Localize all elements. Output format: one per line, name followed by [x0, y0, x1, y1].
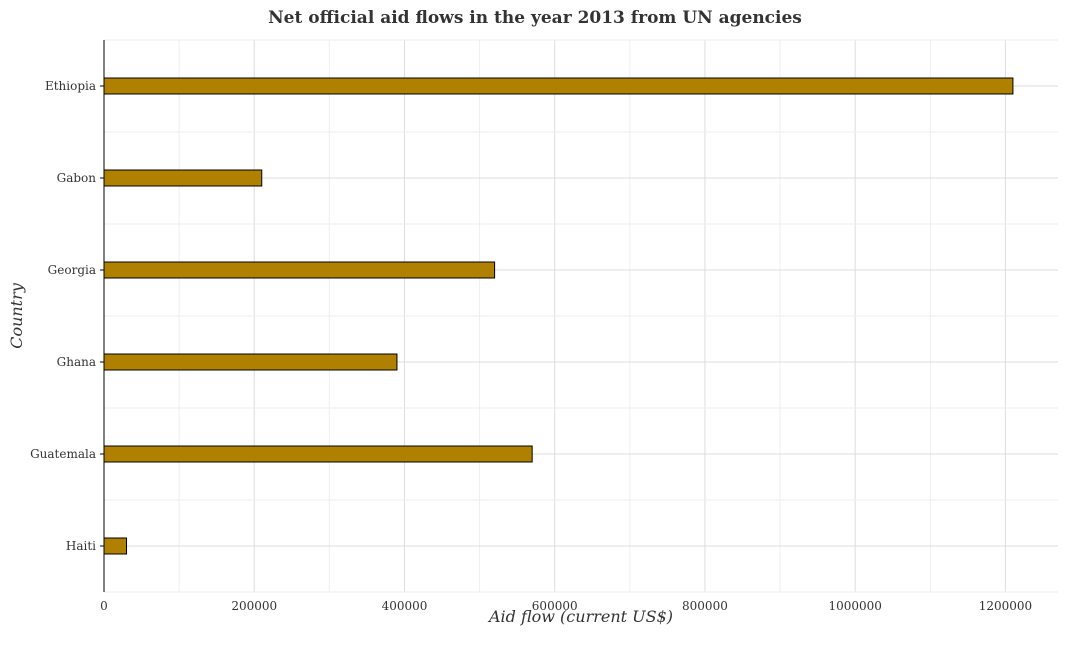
x-tick-label: 200000 [231, 599, 277, 613]
bar-haiti [103, 537, 128, 555]
x-axis-label: Aid flow (current US$) [487, 607, 673, 626]
chart-title: Net official aid flows in the year 2013 … [268, 8, 802, 28]
bars [103, 77, 1014, 555]
y-tick-label: Ethiopia [45, 79, 96, 93]
bar-gabon [103, 169, 263, 187]
x-tick-label: 600000 [532, 599, 578, 613]
y-axis-label: Country [7, 282, 26, 349]
x-tick-label: 1000000 [828, 599, 881, 613]
bar-ghana [103, 353, 398, 371]
x-tick-label: 800000 [682, 599, 728, 613]
y-tick-labels: Ethiopia Gabon Georgia Ghana Guatemala Haiti [30, 79, 104, 553]
x-tick-label: 0 [100, 599, 108, 613]
y-tick-label: Haiti [66, 539, 96, 553]
bar-guatemala [103, 445, 533, 463]
x-tick-labels: 0 200000 400000 600000 800000 1000000 1200000 [100, 599, 1032, 613]
bar-georgia [103, 261, 496, 279]
y-tick-label: Ghana [57, 355, 96, 369]
y-tick-label: Guatemala [30, 447, 96, 461]
y-tick-label: Georgia [48, 263, 96, 277]
grid [103, 39, 1058, 593]
bar-ethiopia [103, 77, 1014, 95]
x-tick-label: 400000 [382, 599, 428, 613]
x-tick-label: 1200000 [979, 599, 1032, 613]
y-tick-label: Gabon [57, 171, 97, 185]
